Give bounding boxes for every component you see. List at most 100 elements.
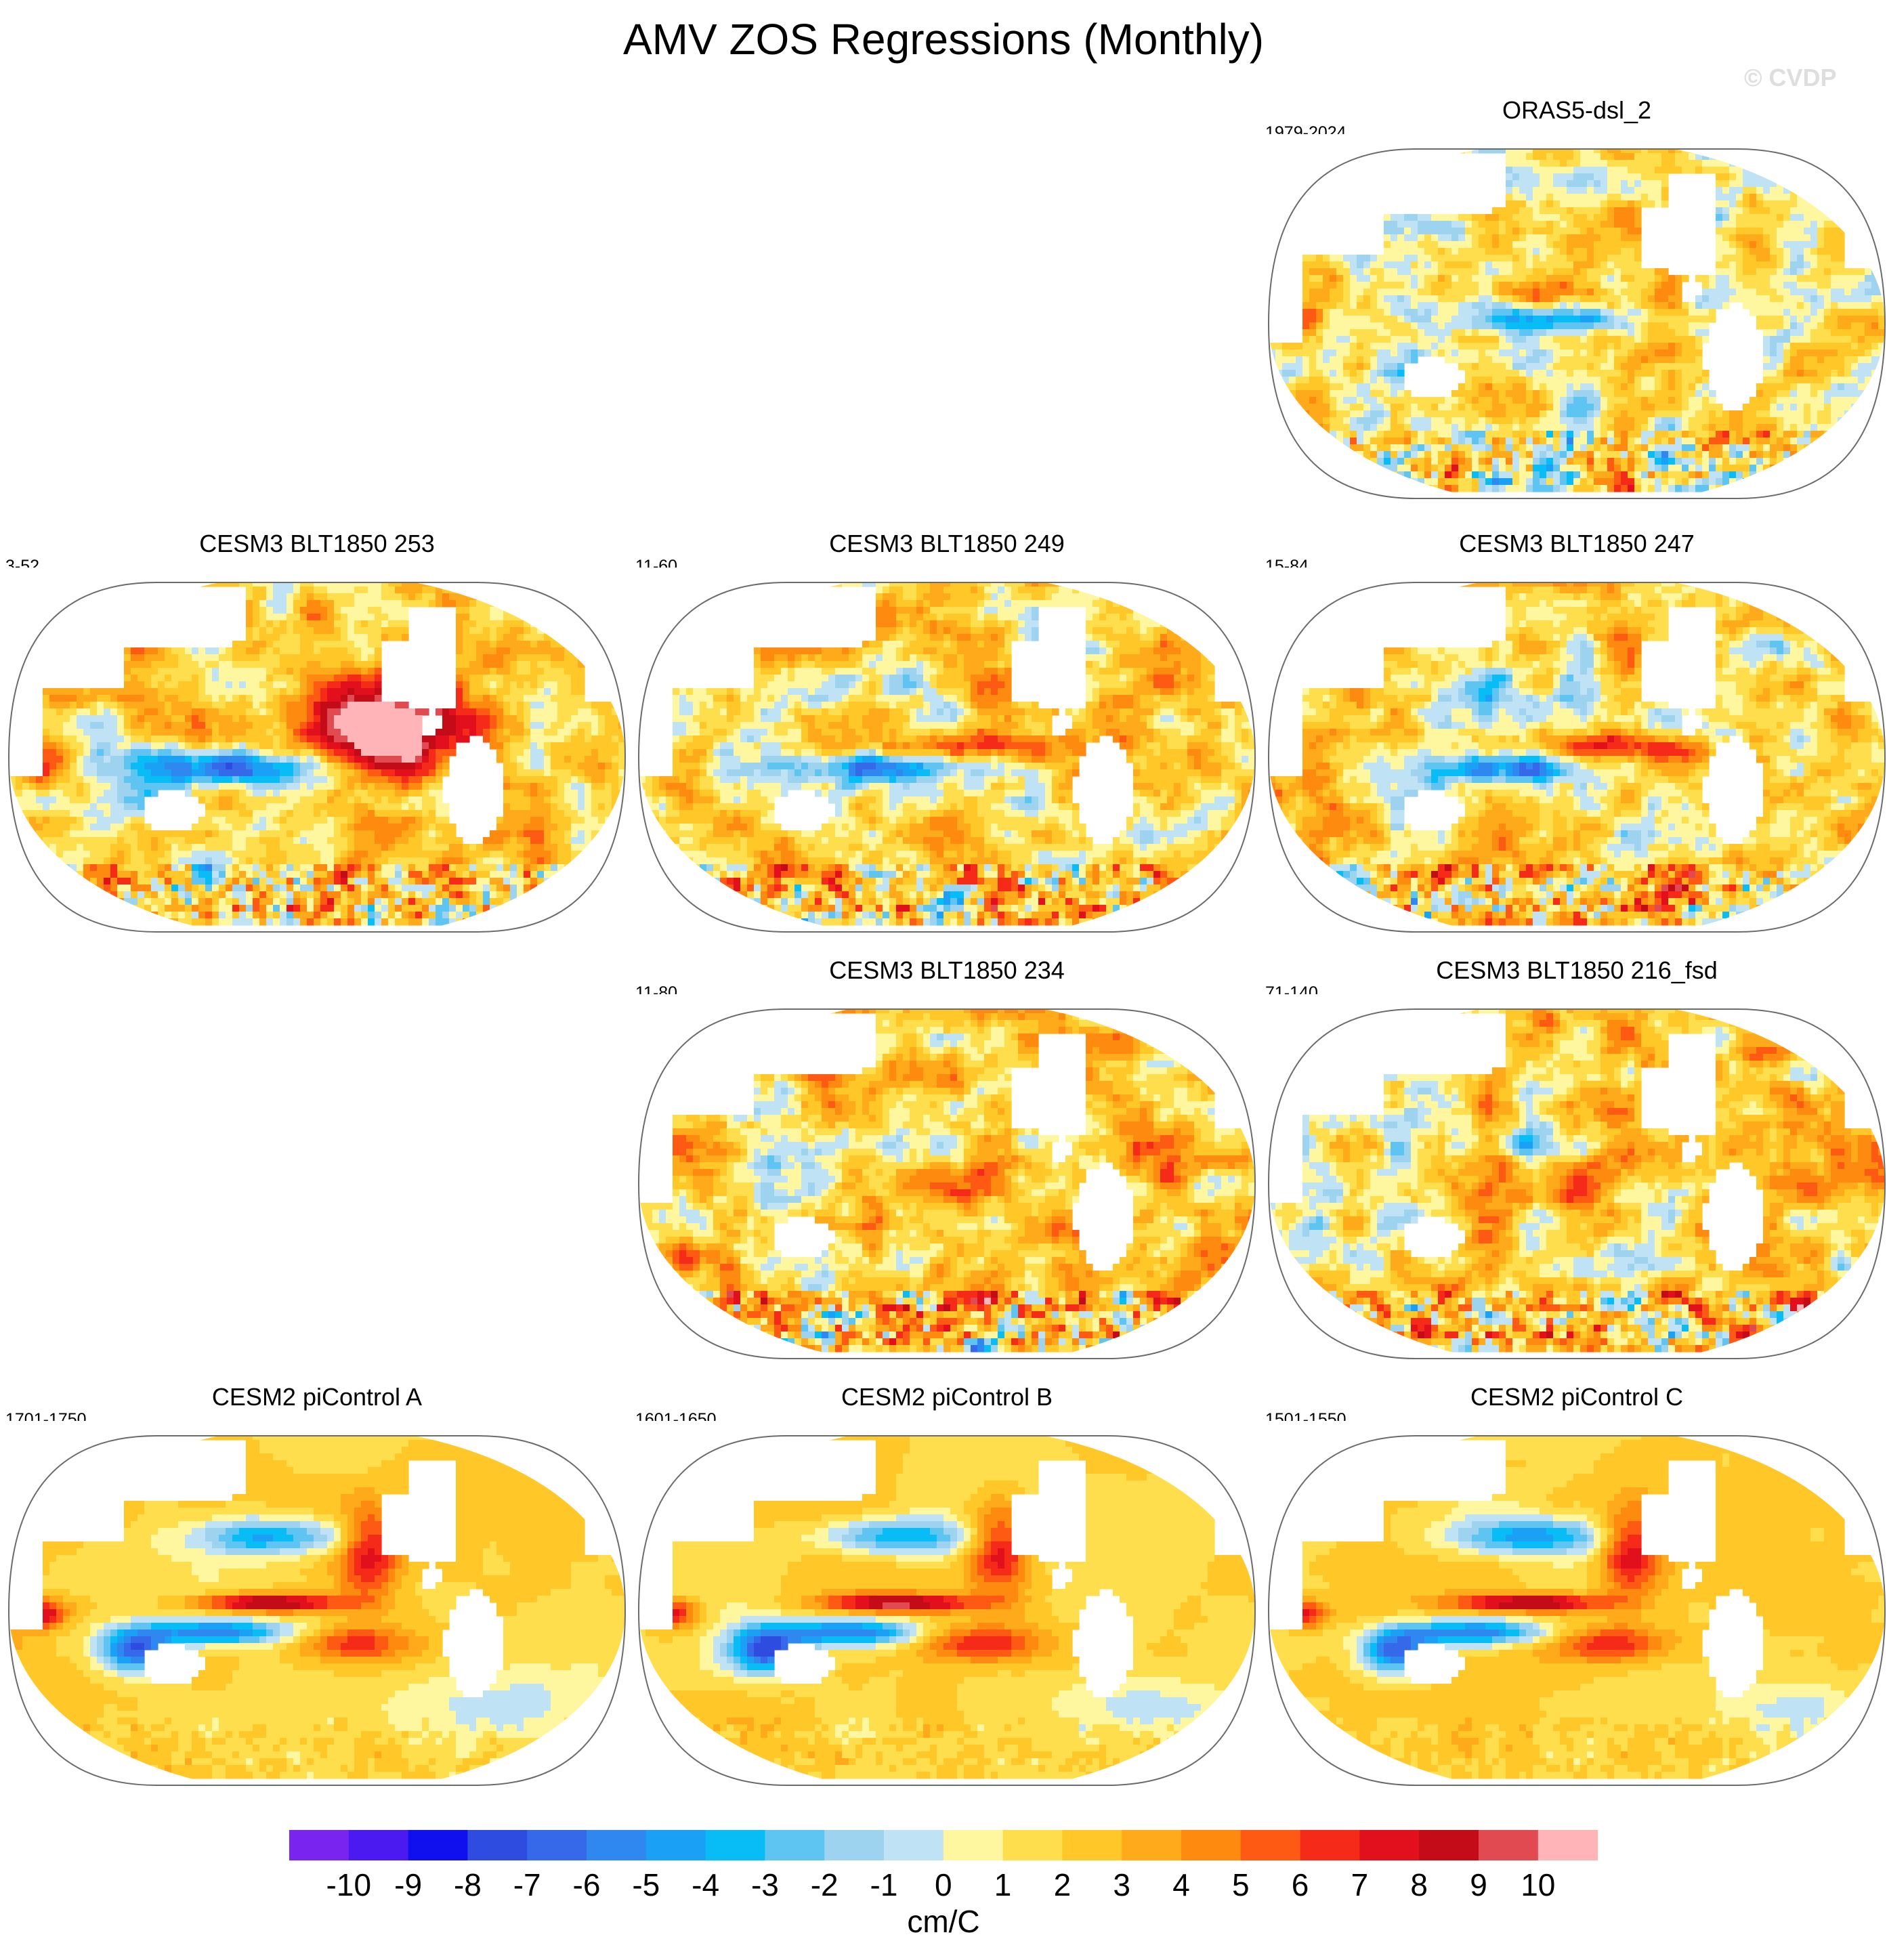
map-cell <box>1573 180 1581 188</box>
map-cell <box>1519 478 1527 486</box>
map-cell <box>1783 173 1791 181</box>
map-cell <box>1878 180 1885 188</box>
map-cell <box>1804 228 1811 235</box>
map-cell <box>1790 309 1798 316</box>
map-cell <box>185 681 192 689</box>
map-cell <box>1797 289 1804 296</box>
map-cell <box>1472 241 1479 249</box>
map-cell <box>1512 194 1520 201</box>
map-cell <box>259 647 267 655</box>
map-cell <box>1573 485 1581 492</box>
map-cell <box>1797 282 1804 289</box>
map-cell <box>1648 282 1655 289</box>
map-cell <box>1770 234 1777 242</box>
map-cell <box>578 668 585 675</box>
map-cell <box>1675 356 1682 364</box>
map-cell <box>1573 458 1581 465</box>
map-cell <box>1512 390 1520 398</box>
map-cell <box>1668 309 1676 316</box>
map-cell <box>571 668 578 675</box>
map-cell <box>1763 234 1771 242</box>
map-cell <box>1485 241 1493 249</box>
map-cell <box>503 675 511 682</box>
map-cell <box>1810 248 1818 255</box>
map-cell <box>395 587 402 594</box>
map-cell <box>1526 356 1533 364</box>
map-cell <box>1580 228 1588 235</box>
map-cell <box>1743 261 1750 269</box>
map-cell <box>1587 146 1594 154</box>
map-cell <box>1878 356 1885 364</box>
map-cell <box>1831 458 1838 465</box>
map-cell <box>1790 471 1798 479</box>
map-cell <box>1479 221 1486 228</box>
map-cell <box>1777 329 1784 337</box>
map-cell <box>361 580 368 587</box>
map-cell <box>463 654 470 662</box>
map-cell <box>1763 316 1771 323</box>
map-cell <box>1655 167 1662 174</box>
map-cell <box>1790 289 1798 296</box>
map-cell <box>1770 173 1777 181</box>
map-cell <box>1479 228 1486 235</box>
map-cell <box>1804 431 1811 438</box>
map-cell <box>1573 478 1581 486</box>
map-cell <box>1391 444 1398 452</box>
map-cell <box>1858 282 1865 289</box>
map-cell <box>1431 261 1439 269</box>
map-cell <box>1675 316 1682 323</box>
map-cell <box>1628 275 1635 282</box>
map-cell <box>1824 275 1831 282</box>
map-cell <box>1594 248 1601 255</box>
map-cell <box>1431 289 1439 296</box>
map-cell <box>1831 404 1838 411</box>
map-cell <box>1709 289 1716 296</box>
map-cell <box>1275 153 1283 161</box>
map-cell <box>1465 248 1472 255</box>
map-cell <box>1546 221 1554 228</box>
map-cell <box>1777 424 1784 431</box>
map-cell <box>1878 465 1885 472</box>
map-cell <box>137 647 145 655</box>
map-cell <box>1641 356 1649 364</box>
map-cell <box>1736 438 1743 445</box>
map-cell <box>524 661 531 668</box>
map-cell <box>612 587 619 594</box>
map-cell <box>1614 275 1621 282</box>
map-cell <box>1817 234 1825 242</box>
map-cell <box>1424 485 1432 492</box>
map-cell <box>1797 234 1804 242</box>
map-cell <box>327 668 335 675</box>
map-cell <box>232 641 240 648</box>
map-cell <box>1506 336 1513 343</box>
map-cell <box>1655 282 1662 289</box>
map-cell <box>1316 309 1323 316</box>
map-cell <box>1614 438 1621 445</box>
map-cell <box>483 607 490 614</box>
map-cell <box>1614 255 1621 262</box>
map-cell <box>1553 214 1561 221</box>
map-cell <box>1689 458 1696 465</box>
map-cell <box>178 688 186 696</box>
map-cell <box>1716 465 1723 472</box>
map-cell <box>1560 404 1567 411</box>
map-cell <box>1397 363 1405 370</box>
map-cell <box>1316 438 1323 445</box>
map-cell <box>1661 465 1669 472</box>
map-cell <box>1404 390 1412 398</box>
map-cell <box>205 654 213 662</box>
map-cell <box>1472 329 1479 337</box>
map-cell <box>1750 410 1757 418</box>
map-cell <box>1567 173 1574 181</box>
map-cell <box>347 580 355 587</box>
map-cell <box>1533 200 1540 208</box>
map-cell <box>490 620 497 628</box>
map-cell <box>1865 370 1872 377</box>
map-cell <box>307 647 314 655</box>
map-cell <box>1296 451 1303 459</box>
map-cell <box>1709 167 1716 174</box>
map-cell <box>1465 268 1472 276</box>
map-cell <box>1275 356 1283 364</box>
map-cell <box>1458 410 1466 418</box>
map-cell <box>1675 465 1682 472</box>
